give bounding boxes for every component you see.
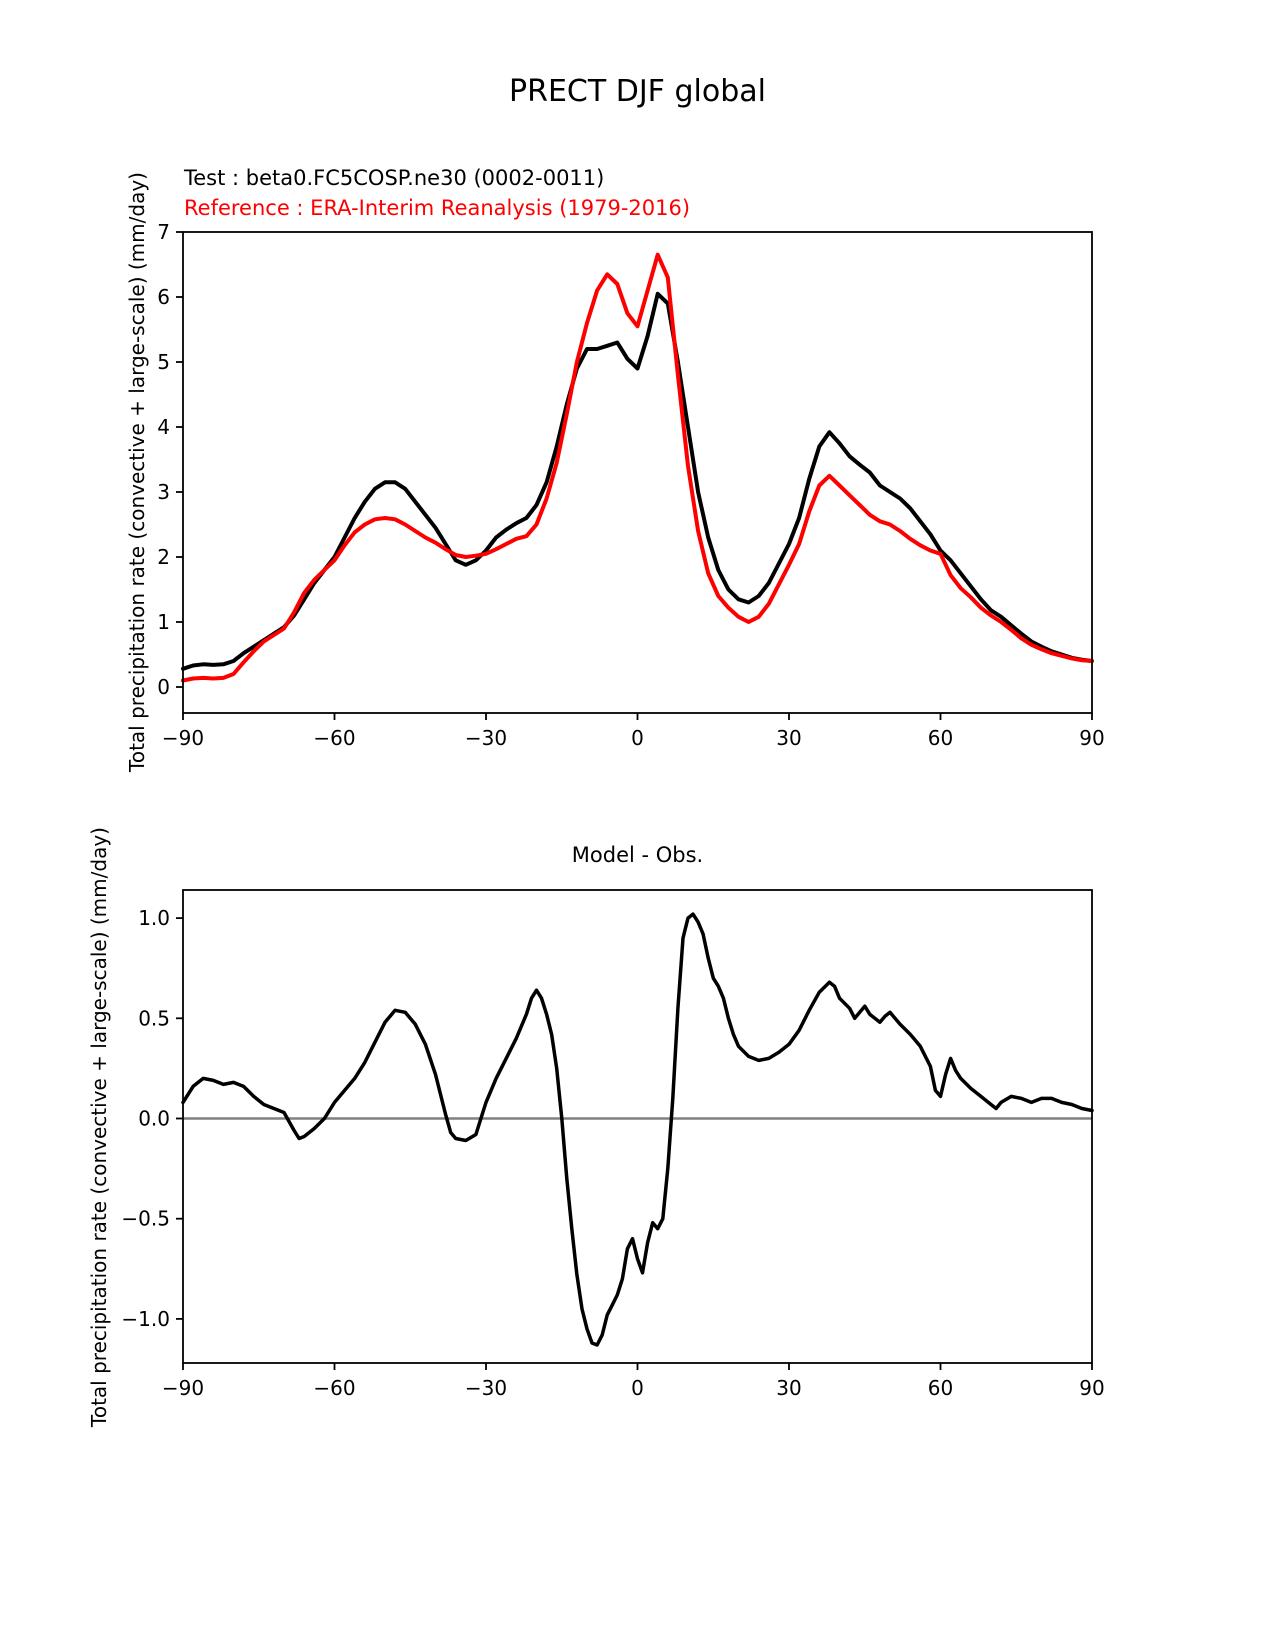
y-tick-label: 1.0 bbox=[138, 906, 170, 930]
y-tick-label: 2 bbox=[157, 545, 170, 569]
legend: Test : beta0.FC5COSP.ne30 (0002-0011) Re… bbox=[184, 163, 690, 223]
x-tick-label: 60 bbox=[928, 726, 953, 750]
x-tick-label: 90 bbox=[1079, 726, 1104, 750]
x-tick-label: 90 bbox=[1079, 1376, 1104, 1400]
axes-frame bbox=[182, 889, 1093, 1364]
legend-reference-label: Reference : ERA-Interim Reanalysis (1979… bbox=[184, 196, 691, 220]
series-line-reference bbox=[181, 252, 1094, 683]
y-tick-label: 5 bbox=[157, 350, 170, 374]
y-tick-label: 0 bbox=[157, 675, 170, 699]
y-tick-label: 1 bbox=[157, 610, 170, 634]
series-line-model-minus-obs bbox=[181, 912, 1094, 1347]
bottom-panel-title: Model - Obs. bbox=[571, 843, 704, 867]
y-tick-label: 0.5 bbox=[138, 1006, 170, 1030]
panel-bottom: −90 −60 −30 0 30 60 90 −1.0 −0.5 0.0 0.5 1.0 bbox=[121, 889, 1105, 1400]
x-tick-label: 30 bbox=[776, 726, 801, 750]
x-tick-label: 60 bbox=[928, 1376, 953, 1400]
x-tick-label: 0 bbox=[631, 1376, 644, 1400]
series-line-test bbox=[181, 291, 1094, 671]
legend-test-label: Test : beta0.FC5COSP.ne30 (0002-0011) bbox=[184, 166, 605, 190]
x-tick-label: 30 bbox=[776, 1376, 801, 1400]
x-tick-label: −30 bbox=[465, 1376, 507, 1400]
x-tick-label: −90 bbox=[162, 726, 204, 750]
y-tick-label: 7 bbox=[157, 220, 170, 244]
y-tick-label: 4 bbox=[157, 415, 170, 439]
y-tick-label: 0.0 bbox=[138, 1107, 170, 1131]
y-tick-label: 6 bbox=[157, 285, 170, 309]
axes-frame bbox=[182, 231, 1093, 714]
y-tick-label: 3 bbox=[157, 480, 170, 504]
x-tick-label: −90 bbox=[162, 1376, 204, 1400]
x-tick-label: −60 bbox=[313, 1376, 355, 1400]
x-tick-label: −60 bbox=[313, 726, 355, 750]
x-tick-label: −30 bbox=[465, 726, 507, 750]
figure-title: PRECT DJF global bbox=[509, 74, 766, 109]
y-tick-label: −0.5 bbox=[121, 1207, 170, 1231]
y-tick-label: −1.0 bbox=[121, 1307, 170, 1331]
panel-top: −90 −60 −30 0 30 60 90 0 1 2 3 4 5 6 7 bbox=[157, 220, 1104, 750]
x-tick-label: 0 bbox=[631, 726, 644, 750]
